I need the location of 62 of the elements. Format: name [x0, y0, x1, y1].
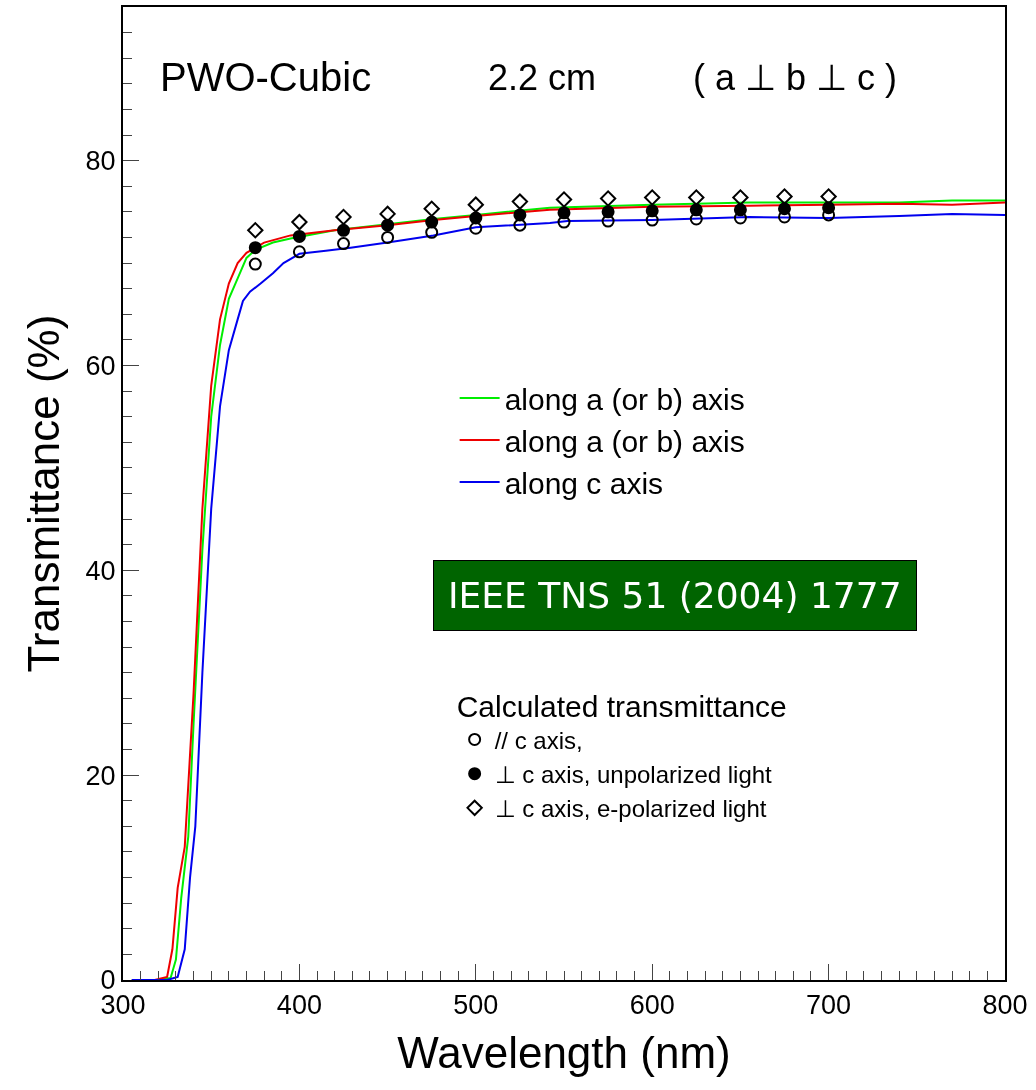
y-tick-label: 60	[85, 350, 116, 381]
annotation: IEEE TNS 51 (2004) 1777	[448, 575, 902, 616]
x-tick-label: 800	[982, 990, 1028, 1021]
y-tick-label: 40	[85, 555, 116, 586]
y-tick-label: 80	[85, 146, 116, 177]
point	[601, 205, 615, 219]
point	[733, 203, 747, 217]
point	[645, 204, 659, 218]
x-tick-label: 600	[629, 990, 675, 1021]
point	[601, 214, 615, 228]
point	[247, 222, 264, 239]
point	[644, 189, 661, 206]
point	[645, 213, 659, 227]
point	[248, 257, 262, 271]
x-tick-label: 700	[806, 990, 852, 1021]
x-tick-label: 500	[453, 990, 499, 1021]
x-tick-label: 400	[276, 990, 322, 1021]
point	[291, 213, 308, 231]
point	[292, 229, 306, 243]
point	[513, 208, 527, 222]
point	[248, 241, 262, 255]
point	[425, 215, 439, 229]
point	[423, 200, 440, 217]
legend-label: ⊥ c axis, unpolarized light	[494, 761, 773, 789]
point	[469, 211, 483, 225]
annotation: 2.2 cm	[488, 57, 597, 98]
point	[337, 237, 350, 251]
point	[425, 225, 439, 239]
legend-label: along a (or b) axis	[504, 382, 745, 416]
point	[381, 218, 395, 232]
point	[381, 230, 395, 244]
legend-label: along a (or b) axis	[504, 424, 745, 458]
point	[467, 196, 484, 213]
point	[557, 215, 571, 229]
point	[469, 221, 483, 235]
point	[292, 245, 306, 259]
point	[513, 218, 527, 232]
x-axis-title: Wavelength (nm)	[397, 1028, 731, 1078]
point	[822, 201, 836, 215]
legend-title: Calculated transmittance	[456, 690, 787, 724]
legend-label: // c axis,	[494, 726, 583, 754]
point	[732, 189, 749, 206]
point	[555, 191, 573, 208]
point	[335, 208, 352, 226]
point	[820, 188, 837, 205]
legend-label: along c axis	[504, 466, 664, 500]
annotation: ( a ⊥ b ⊥ c )	[693, 57, 898, 98]
point	[688, 189, 705, 206]
point	[733, 211, 747, 225]
point	[689, 203, 703, 217]
point	[337, 223, 350, 237]
legend-label: ⊥ c axis, e-polarized light	[494, 795, 767, 823]
point	[776, 188, 793, 205]
point	[511, 193, 529, 210]
point	[689, 212, 703, 226]
text: PWO-Cubic	[160, 55, 372, 99]
point	[599, 190, 617, 207]
point	[778, 210, 791, 224]
point	[557, 206, 571, 220]
point	[778, 202, 791, 216]
y-tick-label: 20	[85, 760, 116, 791]
y-axis-title: Transmittance (%)	[19, 314, 69, 673]
